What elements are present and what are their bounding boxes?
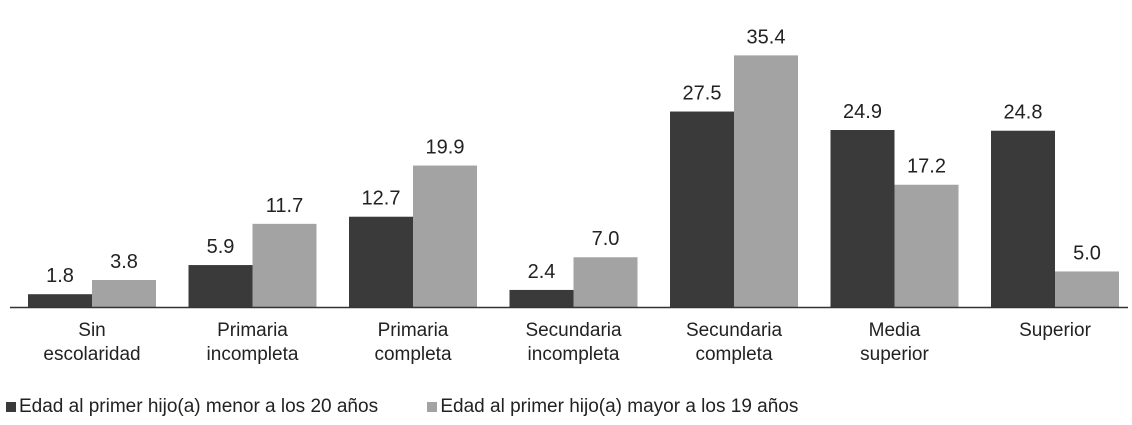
legend-item-series-1: Edad al primer hijo(a) menor a los 20 añ… [6, 396, 378, 418]
category-labels-layer: Sin escolaridad Primaria incompleta Primaria… [43, 320, 1091, 365]
data-label-series-2-cat-3: 19.9 [426, 137, 465, 159]
category-label-7: Superior [1019, 320, 1091, 341]
data-label-series-1-cat-1: 1.8 [46, 265, 74, 287]
bar-series-2-cat-3 [413, 165, 477, 307]
category-label-3: Primaria completa [374, 320, 452, 365]
bar-series-2-cat-4 [573, 257, 638, 307]
bar-chart: 1.8 3.8 5.9 11.7 12.7 19.9 2.4 7.0 27.5 35.4 24.9 1… [10, 26, 1128, 365]
legend-label-series-1: Edad al primer hijo(a) menor a los 20 añ… [19, 396, 379, 417]
data-label-series-2-cat-4: 7.0 [592, 228, 620, 250]
category-label-5: Secundaria completa [686, 320, 783, 365]
data-label-series-2-cat-1: 3.8 [110, 251, 138, 273]
bar-series-2-cat-6 [894, 184, 959, 307]
data-label-series-1-cat-2: 5.9 [207, 236, 235, 258]
category-label-6: Media superior [860, 320, 929, 365]
data-label-series-1-cat-3: 12.7 [362, 188, 401, 210]
data-label-series-1-cat-6: 24.9 [843, 101, 882, 123]
bar-series-2-cat-5 [734, 55, 798, 308]
data-label-series-2-cat-5: 35.4 [747, 26, 786, 48]
bar-series-1-cat-4 [509, 289, 574, 307]
bar-series-2-cat-1 [92, 279, 156, 307]
category-label-2: Primaria incompleta [207, 320, 299, 365]
legend-label-series-2: Edad al primer hijo(a) mayor a los 19 añ… [440, 396, 799, 417]
bars-layer [28, 55, 1119, 308]
bar-series-1-cat-2 [188, 265, 253, 307]
legend-item-series-2: Edad al primer hijo(a) mayor a los 19 añ… [427, 396, 798, 418]
category-label-1: Sin escolaridad [43, 320, 140, 365]
bar-series-2-cat-7 [1055, 271, 1119, 307]
bar-series-1-cat-5 [670, 111, 734, 307]
legend-swatch-series-2 [427, 402, 438, 412]
bar-series-1-cat-6 [830, 130, 895, 307]
bar-series-1-cat-3 [349, 216, 413, 307]
data-label-series-2-cat-6: 17.2 [907, 156, 946, 178]
data-label-series-2-cat-7: 5.0 [1073, 242, 1101, 264]
data-label-series-1-cat-4: 2.4 [528, 261, 556, 283]
data-label-series-1-cat-7: 24.8 [1004, 102, 1043, 124]
data-label-series-1-cat-5: 27.5 [683, 83, 722, 105]
category-label-4: Secundaria incompleta [525, 320, 622, 365]
legend-swatch-series-1 [6, 402, 16, 412]
bar-series-2-cat-2 [252, 223, 317, 307]
legend: Edad al primer hijo(a) menor a los 20 añ… [6, 396, 798, 418]
data-label-series-2-cat-2: 11.7 [266, 195, 303, 217]
value-labels-layer: 1.8 3.8 5.9 11.7 12.7 19.9 2.4 7.0 27.5 35.4 24.9 1… [46, 26, 1101, 287]
bar-series-1-cat-1 [28, 294, 92, 307]
bar-series-1-cat-7 [991, 130, 1055, 307]
